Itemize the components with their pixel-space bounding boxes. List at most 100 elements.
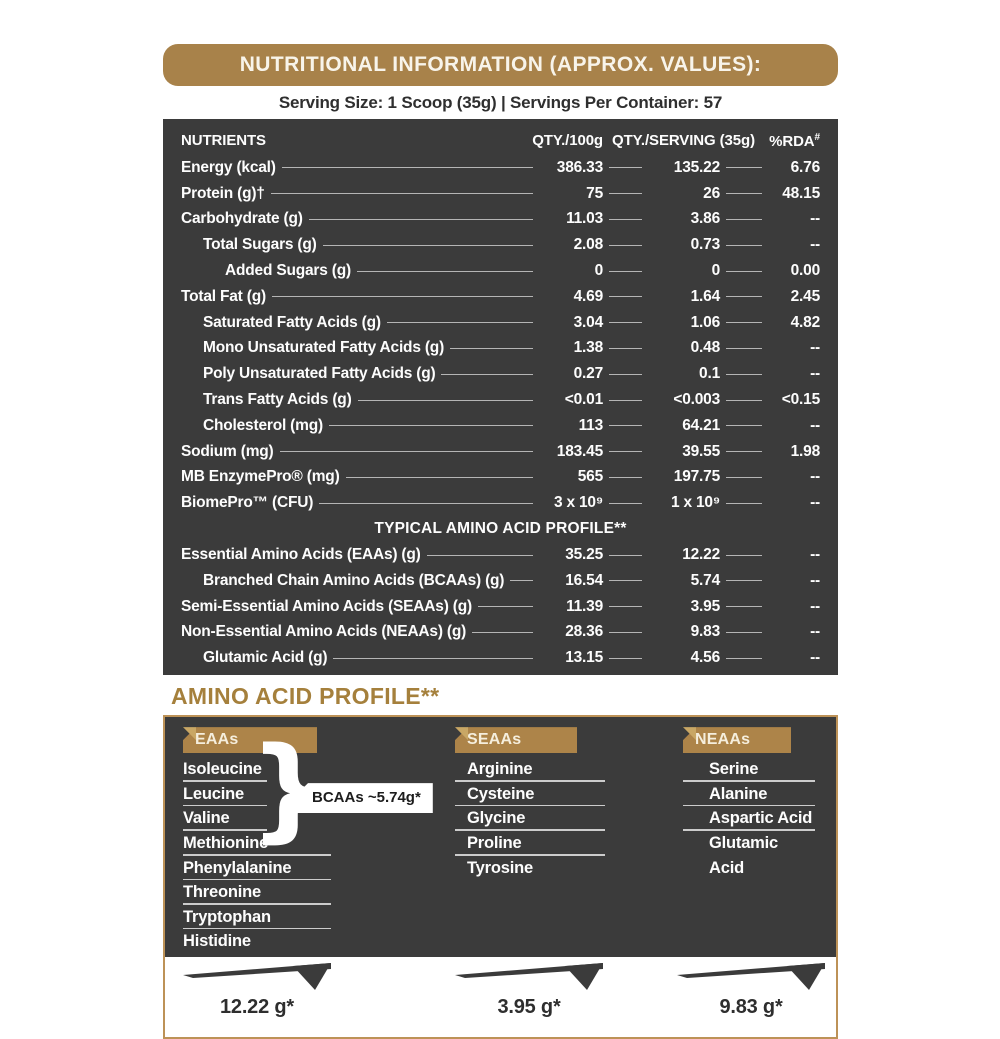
qty-serving-value: 135.22 — [673, 158, 720, 176]
leader-line — [726, 167, 762, 169]
rda-footnote-marker: # — [814, 132, 821, 143]
amino-item-label: Tyrosine — [467, 858, 533, 877]
qty-100g-value: 4.69 — [573, 287, 604, 305]
leader-line — [726, 193, 762, 195]
seaas-total-block: 3.95 g* — [455, 962, 603, 1019]
nutrient-label: Glutamic Acid (g) — [203, 649, 328, 667]
qty-100g-value: 113 — [578, 416, 604, 434]
amino-column-eaas: EAAs Isoleucine Leucine Valine Methionin… — [183, 727, 331, 954]
leader-line — [726, 322, 762, 324]
amino-item: Threonine — [183, 880, 331, 905]
rda-value: 2.45 — [790, 287, 821, 305]
leader-line — [726, 347, 762, 349]
leader-line — [357, 399, 533, 401]
leader-line — [726, 476, 762, 478]
leader-line — [609, 167, 642, 169]
leader-line — [386, 322, 533, 324]
qty-serving-value: 0.73 — [690, 236, 721, 254]
qty-100g-value: 16.54 — [565, 571, 603, 589]
leader-line — [726, 580, 762, 582]
amino-item: Histidine — [183, 929, 331, 954]
seaas-tag-label: SEAAs — [455, 727, 577, 754]
rda-value: -- — [810, 546, 820, 564]
leader-line — [726, 631, 762, 633]
amino-item-label: Glutamic Acid — [709, 833, 779, 877]
leader-line — [726, 502, 762, 504]
amino-item-label: Isoleucine — [183, 760, 262, 779]
nutrient-label: BiomePro™ (CFU) — [181, 494, 314, 512]
leader-line — [271, 296, 533, 298]
qty-serving-value: 64.21 — [682, 416, 720, 434]
leader-line — [450, 347, 533, 349]
rda-label: %RDA — [769, 133, 815, 150]
nutrient-rows-group: Energy (kcal) 386.33 135.22 6.76 Protein… — [181, 155, 820, 516]
leader-line — [609, 373, 642, 375]
section-header-typical-amino-acid-profile: TYPICAL AMINO ACID PROFILE** — [374, 520, 627, 538]
qty-100g-value: 2.08 — [573, 236, 604, 254]
leader-line — [726, 554, 762, 556]
qty-serving-value: 26 — [703, 184, 720, 202]
amino-item: Glutamic Acid — [683, 831, 815, 877]
qty-serving-value: 0.48 — [690, 339, 721, 357]
amino-item-label: Tryptophan — [183, 907, 271, 926]
nutrient-row: Energy (kcal) 386.33 135.22 6.76 — [181, 155, 820, 181]
qty-serving-value: 3.86 — [690, 210, 721, 228]
amino-item-label: Phenylalanine — [183, 858, 292, 877]
bcaa-callout: BCAAs ~5.74g* — [296, 783, 433, 814]
leader-line — [726, 373, 762, 375]
leader-line — [609, 631, 642, 633]
eaas-total-block: 12.22 g* — [183, 962, 331, 1019]
nutrient-label: Branched Chain Amino Acids (BCAAs) (g) — [203, 571, 505, 589]
neaas-total-block: 9.83 g* — [677, 962, 825, 1019]
column-header-qty-serving: QTY./SERVING (35g) — [612, 132, 755, 149]
nutrient-label: Added Sugars (g) — [225, 262, 351, 280]
leader-line — [726, 606, 762, 608]
leader-line — [345, 476, 533, 478]
nutrient-row: Total Fat (g) 4.69 1.64 2.45 — [181, 284, 820, 310]
leader-line — [726, 244, 762, 246]
neaas-tag: NEAAs — [683, 727, 815, 754]
qty-100g-value: 11.39 — [566, 597, 603, 615]
nutrient-label: Mono Unsaturated Fatty Acids (g) — [203, 339, 445, 357]
qty-serving-value: 5.74 — [690, 571, 721, 589]
rda-value: 48.15 — [782, 184, 820, 202]
neaas-tag-label: NEAAs — [683, 727, 791, 754]
amino-item: Glycine — [455, 806, 605, 831]
nutrient-label: Trans Fatty Acids (g) — [203, 391, 352, 409]
leader-line — [726, 296, 762, 298]
leader-line — [281, 167, 533, 169]
rda-value: <0.15 — [781, 391, 820, 409]
nutrient-row: Trans Fatty Acids (g) <0.01 <0.003 <0.15 — [181, 387, 820, 413]
nutrient-row: BiomePro™ (CFU) 3 x 10⁹ 1 x 10⁹ -- — [181, 490, 820, 516]
qty-serving-value: 9.83 — [690, 623, 721, 641]
amino-item: Serine — [683, 757, 815, 782]
table-header-row: NUTRIENTS QTY./100g QTY./SERVING (35g) %… — [181, 127, 820, 155]
qty-100g-value: 3.04 — [573, 313, 604, 331]
nutrient-label: Poly Unsaturated Fatty Acids (g) — [203, 365, 436, 383]
amino-acid-rows-group: Essential Amino Acids (EAAs) (g) 35.25 1… — [181, 542, 820, 671]
column-header-nutrients: NUTRIENTS — [181, 132, 266, 149]
amino-item-label: Arginine — [467, 760, 533, 779]
qty-100g-value: 0 — [594, 262, 604, 280]
nutrient-label: MB EnzymePro® (mg) — [181, 468, 340, 486]
qty-serving-value: 0.1 — [699, 365, 720, 383]
nutrient-label: Carbohydrate (g) — [181, 210, 303, 228]
leader-line — [609, 502, 642, 504]
nutrient-row: Protein (g)† 75 26 48.15 — [181, 181, 820, 207]
nutrient-label: Cholesterol (mg) — [203, 416, 323, 434]
leader-line — [609, 580, 642, 582]
rda-value: -- — [810, 339, 820, 357]
eaas-list: Isoleucine Leucine Valine Methionine Phe… — [183, 757, 331, 954]
neaas-list: Serine Alanine Aspartic Acid Glutamic Ac… — [683, 757, 815, 877]
leader-line — [333, 657, 533, 659]
qty-100g-value: 11.03 — [566, 210, 603, 228]
amino-item-label: Valine — [183, 809, 230, 828]
amino-acid-profile-heading: AMINO ACID PROFILE** — [171, 683, 440, 710]
nutrient-row: Non-Essential Amino Acids (NEAAs) (g) 28… — [181, 620, 820, 646]
leader-line — [609, 296, 642, 298]
qty-serving-value: 12.22 — [682, 546, 720, 564]
amino-item: Aspartic Acid — [683, 806, 815, 831]
leader-line — [328, 425, 533, 427]
column-header-qty-100g: QTY./100g — [532, 132, 603, 149]
qty-serving-value: 197.75 — [673, 468, 720, 486]
